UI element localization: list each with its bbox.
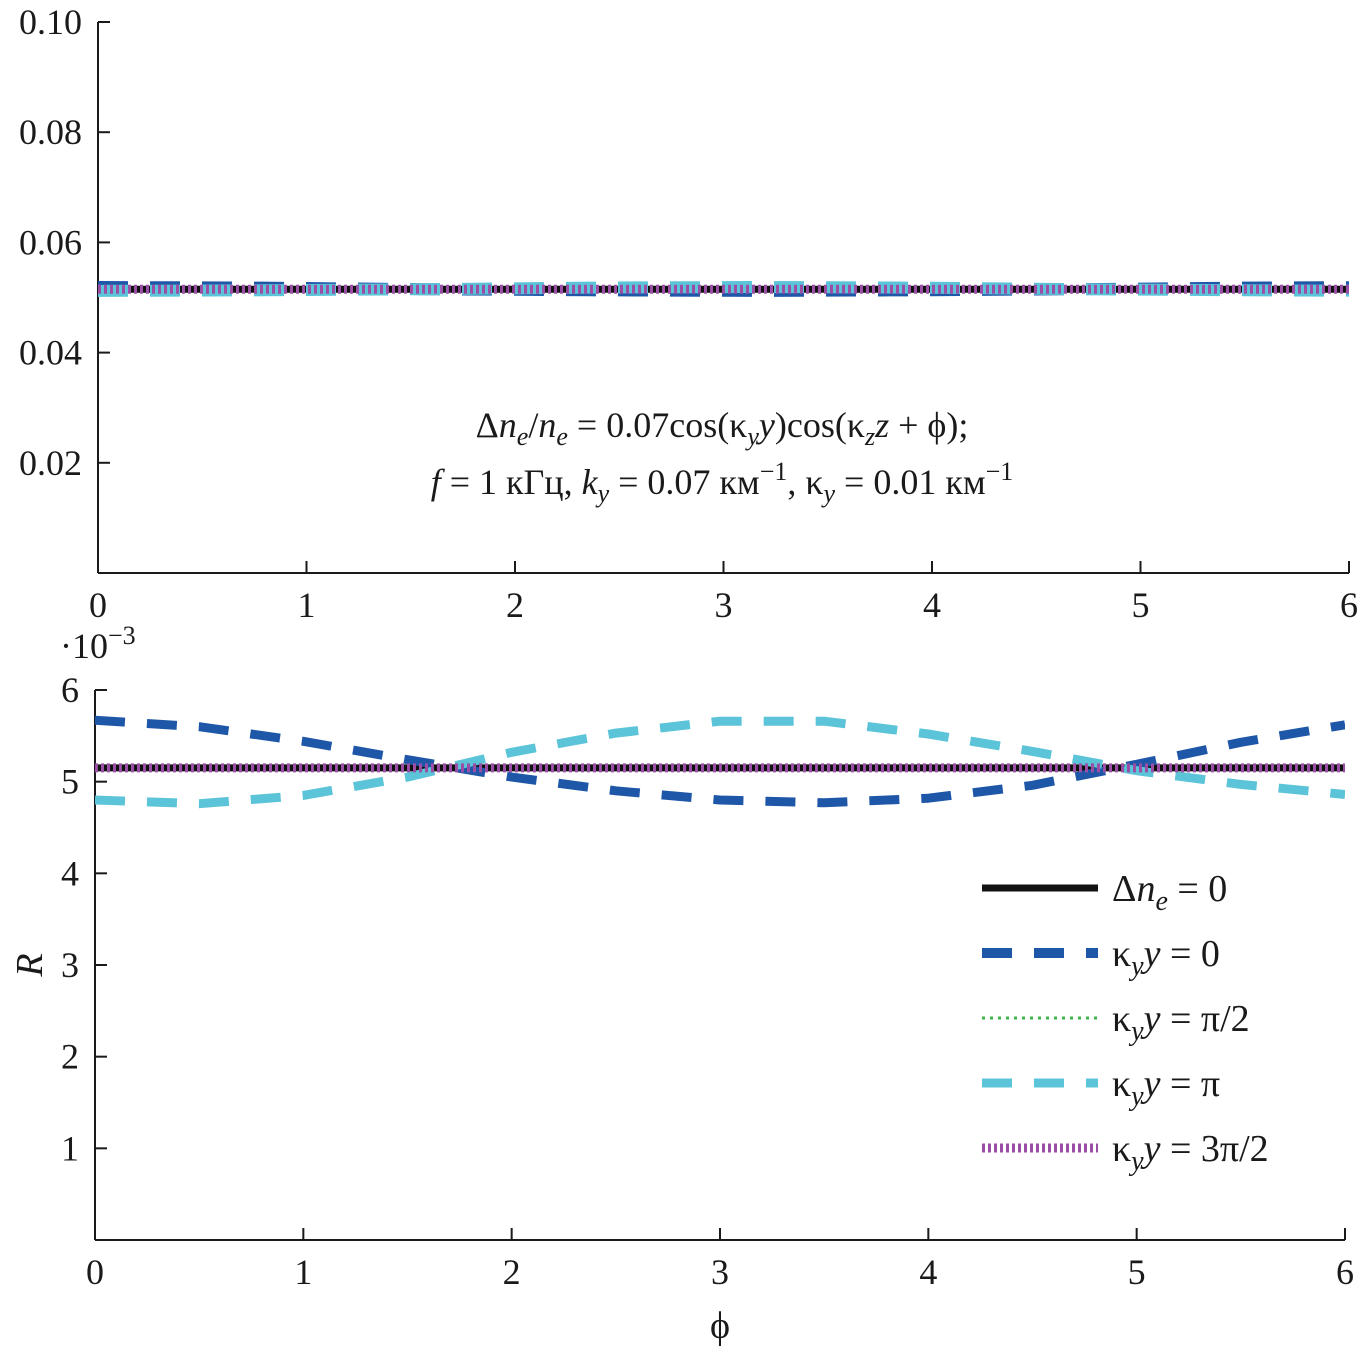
top-panel: 0 1 2 3 4 5 6 0.02 0.04 0.06 0.08 0.10 xyxy=(19,2,1358,625)
y-tick-label: 1 xyxy=(61,1128,79,1168)
series-line-1 xyxy=(95,715,1345,808)
y-tick-label: 5 xyxy=(61,762,79,802)
legend-label: κyy = π/2 xyxy=(1112,998,1250,1047)
y-tick-label: 6 xyxy=(61,670,79,710)
x-tick-label: 3 xyxy=(715,585,733,625)
y-tick-label: 0.10 xyxy=(19,2,82,42)
x-tick-label: 5 xyxy=(1132,585,1150,625)
x-tick-label: 1 xyxy=(294,1252,312,1292)
x-tick-label: 6 xyxy=(1336,1252,1354,1292)
x-tick-label: 2 xyxy=(503,1252,521,1292)
legend-label: κyy = 3π/2 xyxy=(1112,1128,1269,1177)
y-tick-label: 0.02 xyxy=(19,443,82,483)
y-tick-label: 4 xyxy=(61,853,79,893)
annotation: Δne/ne = 0.07cos(κyy)cos(κzz + ϕ); f = 1… xyxy=(431,405,1014,508)
x-tick-label: 6 xyxy=(1340,585,1358,625)
y-scale-multiplier: ·10−3 xyxy=(60,621,136,666)
x-tick-label: 4 xyxy=(923,585,941,625)
legend: Δne = 0 κyy = 0 κyy = π/2 κyy = π κyy = 3π/2 xyxy=(982,868,1269,1177)
x-tick-label: 2 xyxy=(506,585,524,625)
x-tick-label: 0 xyxy=(89,585,107,625)
y-tick-label: 0.06 xyxy=(19,222,82,262)
series-line-3 xyxy=(95,716,1345,809)
legend-label: κyy = 0 xyxy=(1112,933,1220,982)
annotation-line-2: f = 1 кГц, ky = 0.07 км−1, κy = 0.01 км−… xyxy=(431,457,1014,508)
y-tick-label: 2 xyxy=(61,1037,79,1077)
bottom-panel: 0 1 2 3 4 5 6 1 2 3 4 5 6 xyxy=(61,670,1354,1292)
x-tick-label: 4 xyxy=(919,1252,937,1292)
y-tick-label: 0.08 xyxy=(19,112,82,152)
annotation-line-1: Δne/ne = 0.07cos(κyy)cos(κzz + ϕ); xyxy=(476,405,969,451)
x-axis-title: ϕ xyxy=(710,1305,730,1346)
y-axis-title: R xyxy=(9,953,51,977)
x-tick-label: 1 xyxy=(298,585,316,625)
x-tick-label: 5 xyxy=(1128,1252,1146,1292)
x-tick-label: 3 xyxy=(711,1252,729,1292)
x-tick-label: 0 xyxy=(86,1252,104,1292)
legend-label: κyy = π xyxy=(1112,1063,1220,1112)
y-tick-label: 0.04 xyxy=(19,333,82,373)
y-tick-label: 3 xyxy=(61,945,79,985)
legend-label: Δne = 0 xyxy=(1112,868,1227,917)
